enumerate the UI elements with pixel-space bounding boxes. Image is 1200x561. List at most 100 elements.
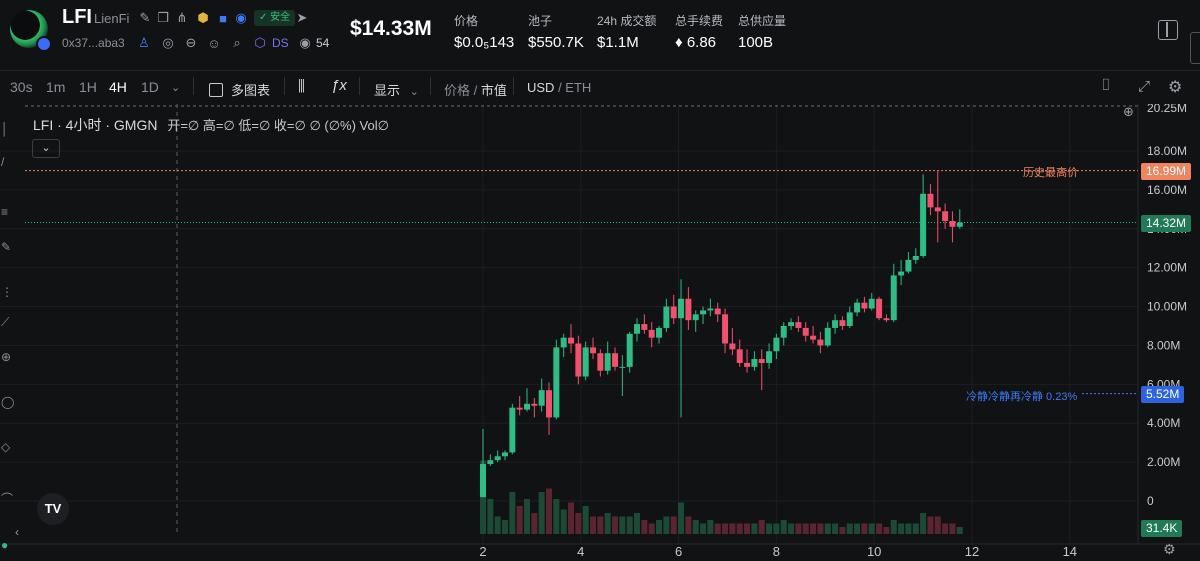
ds-label[interactable]: DS: [272, 36, 289, 50]
panel-handle[interactable]: [1190, 32, 1200, 64]
candle-body: [502, 452, 509, 457]
volume-bar: [758, 520, 765, 534]
candle-body: [751, 359, 758, 367]
timeframe-1d[interactable]: 1D: [141, 79, 159, 95]
candle-body: [641, 324, 648, 330]
fib-tool-icon[interactable]: ≡: [1, 205, 9, 219]
tag-icon[interactable]: ⬢: [197, 10, 209, 25]
chart-toolbar: [0, 70, 1200, 105]
candle-body: [795, 322, 802, 328]
stat-value: $550.7K: [528, 34, 584, 51]
volume-bar: [494, 516, 501, 534]
mcap-option[interactable]: 市值: [480, 83, 507, 98]
volume-bar: [560, 509, 567, 534]
magnet-tool-icon[interactable]: ◯: [1, 395, 15, 409]
telegram-icon[interactable]: ➤: [296, 10, 308, 25]
measure-tool-icon[interactable]: ⟋: [1, 315, 10, 329]
volume-bar: [898, 523, 905, 534]
timeframe-1m[interactable]: 1m: [46, 79, 66, 95]
cursor-tool-icon[interactable]: │: [1, 122, 9, 136]
candle-body: [553, 347, 560, 418]
stat-value: $1.1M: [597, 34, 639, 51]
candle-body: [802, 327, 809, 336]
price-option[interactable]: 价格: [444, 83, 471, 98]
smile-icon[interactable]: ☺: [207, 35, 221, 51]
copy-icon[interactable]: ❐: [157, 10, 169, 25]
indicators-fx-icon[interactable]: ƒx: [331, 77, 347, 94]
multi-chart-label: 多图表: [231, 83, 271, 98]
camera-icon[interactable]: ⌷: [1101, 77, 1111, 94]
indicator-dot-icon: ●: [1, 538, 9, 552]
candle-body: [663, 306, 670, 328]
candle-body: [832, 320, 839, 328]
volume-bar: [861, 523, 868, 534]
share-icon[interactable]: ⋔: [176, 10, 188, 25]
layout-toggle-button[interactable]: [1158, 20, 1178, 40]
cube-icon[interactable]: ⬡: [254, 35, 266, 50]
price-mcap-toggle[interactable]: 价格 / 市值: [444, 83, 507, 98]
collapse-left-chevron-icon[interactable]: ‹: [15, 525, 19, 539]
candle-body: [876, 298, 883, 319]
volume-bar: [736, 523, 743, 534]
candle-body: [861, 302, 868, 309]
timeframe-dropdown-chevron-icon[interactable]: ⌄: [171, 82, 181, 94]
candle-body: [868, 298, 875, 309]
multi-chart-button[interactable]: 多图表: [209, 80, 270, 99]
candle-body: [714, 308, 721, 315]
text-tool-icon[interactable]: ⋮: [1, 285, 13, 299]
volume-bar: [553, 499, 560, 534]
volume-bar: [524, 499, 531, 534]
candle-body: [788, 322, 795, 326]
candle-body: [890, 275, 897, 321]
price-chart[interactable]: 02.00M4.00M6.00M8.00M10.00M12.00M14.00M1…: [0, 104, 1200, 561]
volume-bar: [868, 523, 875, 534]
user-icon[interactable]: ♙: [138, 35, 150, 50]
axis-settings-icon[interactable]: ⚙: [1163, 541, 1176, 557]
link-icon[interactable]: ◉: [235, 10, 247, 25]
volume-bar: [744, 523, 751, 534]
display-menu-button[interactable]: 显示 ⌄: [374, 80, 419, 99]
lock-tool-icon[interactable]: ◇: [1, 440, 11, 454]
y-axis-tick-label: 10.00M: [1147, 300, 1187, 314]
volume-bar: [619, 516, 626, 534]
candle-body: [538, 390, 545, 406]
candle-body: [516, 407, 523, 410]
timeframe-4h[interactable]: 4H: [109, 79, 127, 95]
currency-usd-option[interactable]: USD: [527, 80, 555, 95]
token-symbol: LFI: [62, 6, 92, 28]
stat-label: 池子: [528, 14, 553, 28]
edit-icon[interactable]: ✎: [139, 10, 151, 25]
volume-bar: [707, 520, 714, 534]
tradingview-logo[interactable]: TV: [37, 493, 69, 525]
safe-badge: ✓ 安全: [254, 10, 296, 26]
eye-icon: ◉: [299, 35, 311, 50]
settings-icon[interactable]: ⚙: [1168, 79, 1183, 96]
timeframe-30s[interactable]: 30s: [10, 79, 33, 95]
search-icon[interactable]: ⌕: [233, 35, 241, 50]
candlestick-type-icon[interactable]: ⫼: [298, 78, 305, 95]
trend-line-tool-icon[interactable]: /: [1, 155, 5, 169]
expand-icon[interactable]: ⤢: [1138, 78, 1151, 95]
minus-circle-icon[interactable]: ⊖: [185, 35, 197, 50]
volume-bar: [590, 516, 597, 534]
brush-tool-icon[interactable]: ✎: [1, 240, 12, 254]
x-axis-tick-label: 4: [577, 544, 584, 559]
volume-bar: [546, 488, 553, 534]
chart-canvas[interactable]: 02.00M4.00M6.00M8.00M10.00M12.00M14.00M1…: [0, 104, 1200, 561]
volume-bar: [942, 523, 949, 534]
contract-address[interactable]: 0x37...aba3: [62, 36, 125, 50]
legend-collapse-chevron-icon[interactable]: ⌄: [32, 139, 60, 158]
verified-icon[interactable]: ■: [219, 10, 227, 26]
eye-tool-icon[interactable]: ⌒: [1, 492, 14, 506]
y-axis-tick-label: 18.00M: [1147, 144, 1187, 158]
market-cap-value: $14.33M: [350, 17, 432, 40]
currency-toggle[interactable]: USD / ETH: [527, 80, 592, 95]
add-plus-icon[interactable]: ⊕: [1123, 104, 1134, 119]
checkbox-icon[interactable]: [209, 83, 223, 97]
zoom-tool-icon[interactable]: ⊕: [1, 350, 12, 364]
legend-title: LFI · 4小时 · GMGN: [33, 117, 158, 133]
currency-eth-option[interactable]: ETH: [565, 80, 592, 95]
volume-bar: [568, 502, 575, 534]
globe-icon[interactable]: ◎: [162, 35, 174, 50]
timeframe-1h[interactable]: 1H: [79, 79, 97, 95]
